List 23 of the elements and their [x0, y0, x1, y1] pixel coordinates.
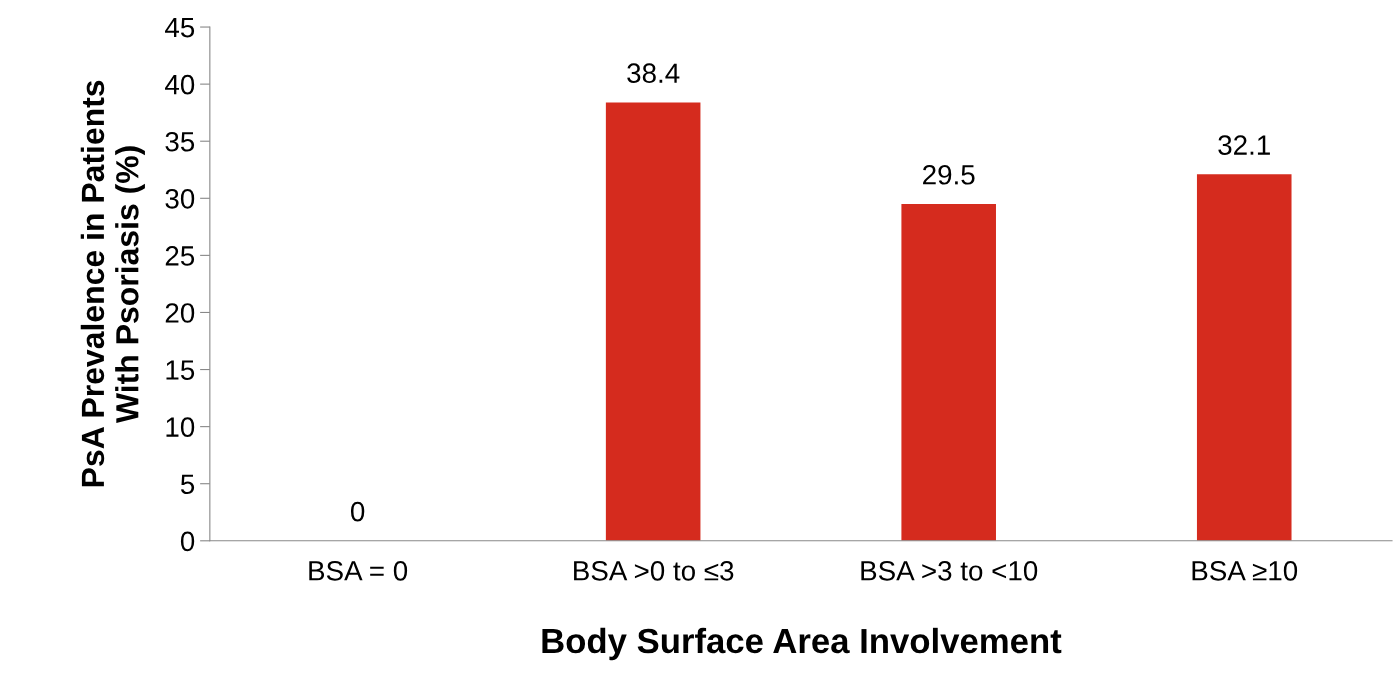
- bar: [901, 204, 996, 541]
- y-axis-title: PsA Prevalence in Patients With Psoriasis (%): [80, 80, 145, 487]
- x-axis-title: Body Surface Area Involvement: [542, 627, 1062, 661]
- data-label: 38.4: [627, 63, 680, 84]
- y-tick-label: 15: [166, 360, 195, 380]
- y-tick-label: 30: [165, 188, 195, 209]
- y-tick-label: 0: [180, 531, 195, 552]
- y-tick-label: 10: [166, 417, 195, 437]
- y-tick-label: 45: [165, 17, 195, 38]
- bar: [1196, 174, 1292, 541]
- x-tick-label: BSA = 0: [309, 560, 408, 581]
- x-tick-label: BSA >0 to ≤3: [574, 560, 734, 581]
- data-label: 29.5: [923, 164, 975, 185]
- bar: [605, 102, 701, 541]
- y-tick-label: 35: [165, 131, 195, 152]
- data-label: 0: [350, 501, 365, 522]
- x-tick-label: BSA >3 to <10: [861, 560, 1038, 581]
- x-tick-label: BSA ≥10: [1192, 560, 1298, 581]
- y-tick-label: 25: [165, 246, 195, 266]
- y-tick-label: 20: [165, 303, 195, 323]
- data-label: 32.1: [1218, 135, 1270, 155]
- y-tick-label: 40: [165, 74, 195, 95]
- y-tick-label: 5: [180, 474, 195, 495]
